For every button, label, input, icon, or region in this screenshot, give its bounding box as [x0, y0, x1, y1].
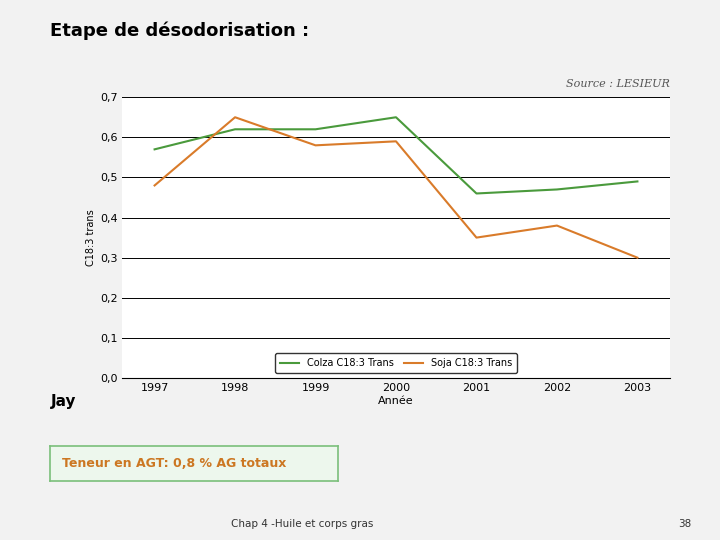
Colza C18:3 Trans: [633, 178, 642, 185]
Text: 38: 38: [678, 519, 691, 529]
Line: Colza C18:3 Trans: Colza C18:3 Trans: [155, 117, 637, 193]
Soja C18:3 Trans: [553, 222, 562, 229]
Soja C18:3 Trans: [230, 114, 239, 120]
X-axis label: Année: Année: [378, 396, 414, 406]
Soja C18:3 Trans: [392, 138, 400, 145]
Soja C18:3 Trans: [150, 182, 159, 188]
Colza C18:3 Trans: [311, 126, 320, 132]
Colza C18:3 Trans: [150, 146, 159, 153]
Soja C18:3 Trans: [311, 142, 320, 149]
Text: Jay: Jay: [50, 394, 76, 409]
Text: Chap 4 -Huile et corps gras: Chap 4 -Huile et corps gras: [231, 519, 374, 529]
Colza C18:3 Trans: [230, 126, 239, 132]
Soja C18:3 Trans: [633, 254, 642, 261]
Legend: Colza C18:3 Trans, Soja C18:3 Trans: Colza C18:3 Trans, Soja C18:3 Trans: [275, 353, 517, 373]
Colza C18:3 Trans: [472, 190, 481, 197]
Text: Source : LESIEUR: Source : LESIEUR: [566, 79, 670, 89]
Text: Teneur en AGT: 0,8 % AG totaux: Teneur en AGT: 0,8 % AG totaux: [62, 456, 287, 470]
Y-axis label: C18:3 trans: C18:3 trans: [86, 209, 96, 266]
Line: Soja C18:3 Trans: Soja C18:3 Trans: [155, 117, 637, 258]
Soja C18:3 Trans: [472, 234, 481, 241]
Colza C18:3 Trans: [392, 114, 400, 120]
Colza C18:3 Trans: [553, 186, 562, 193]
Text: Etape de désodorisation :: Etape de désodorisation :: [50, 22, 310, 40]
